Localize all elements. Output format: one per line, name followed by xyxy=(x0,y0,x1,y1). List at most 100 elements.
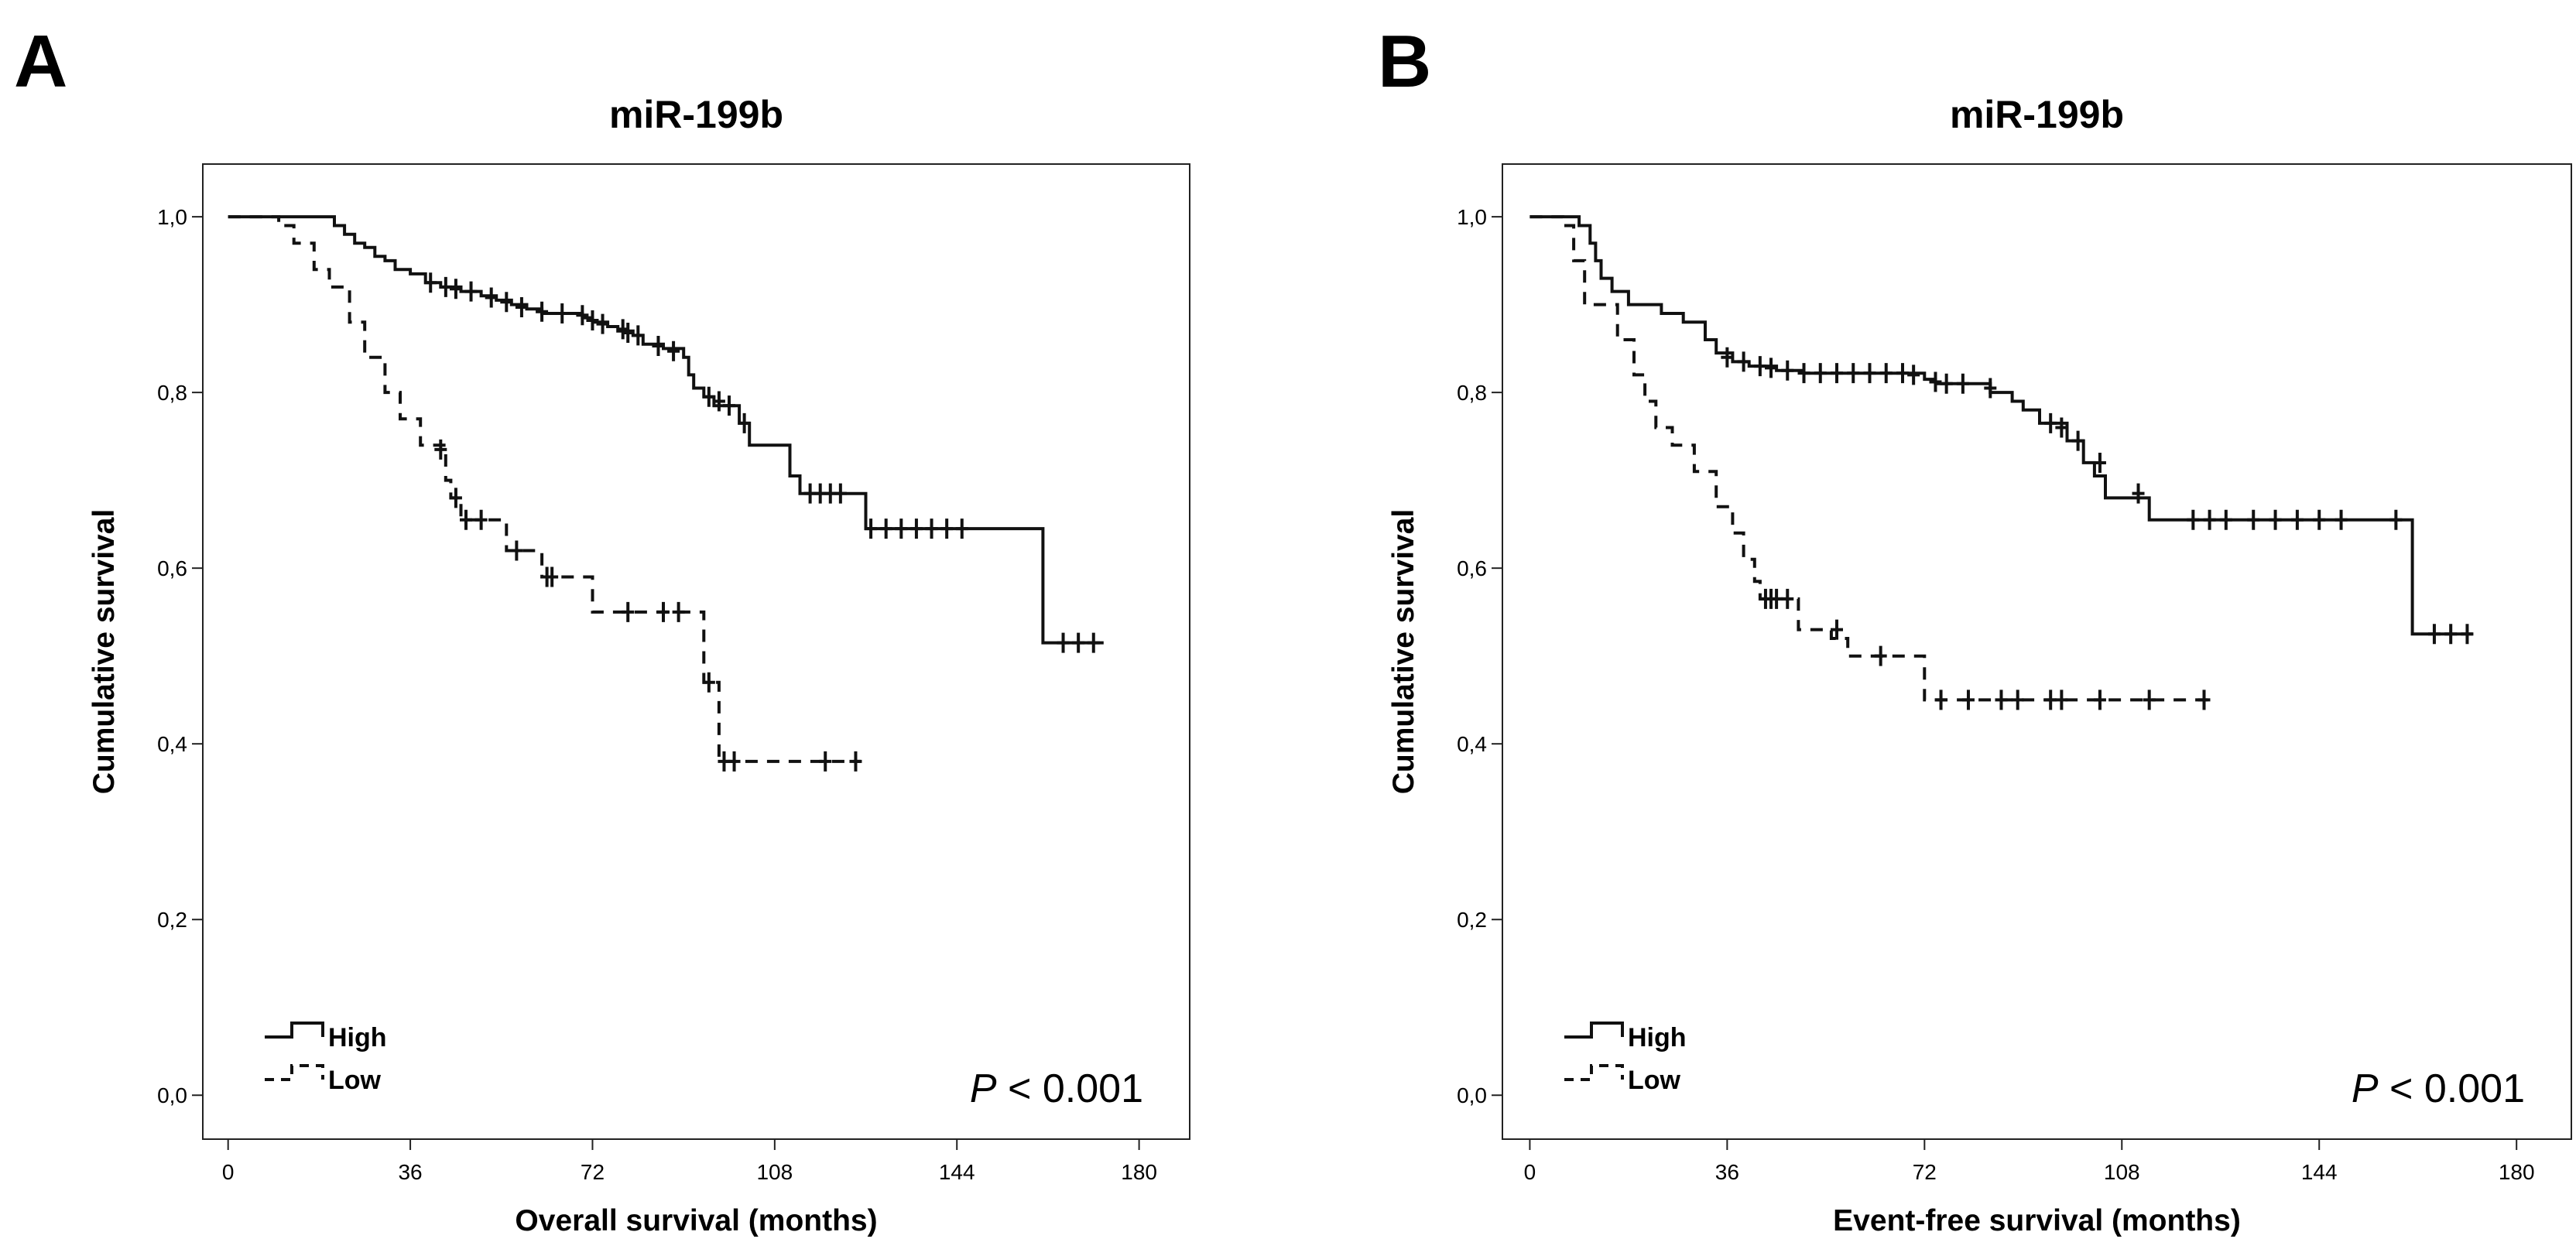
legend-swatch-high xyxy=(265,1022,324,1039)
censor-mark xyxy=(2313,509,2326,530)
censor-mark xyxy=(2093,690,2106,710)
censor-mark xyxy=(434,439,447,460)
y-tick-label: 0,8 xyxy=(157,381,187,405)
panel-letter: A xyxy=(14,20,67,103)
x-tick-label: 72 xyxy=(1913,1160,1937,1184)
censor-mark xyxy=(1831,363,1844,384)
p-value-symbol: P xyxy=(2352,1066,2379,1111)
censor-mark xyxy=(1929,371,1942,392)
legend-swatch-low xyxy=(265,1064,324,1081)
censor-mark xyxy=(667,341,680,361)
p-value-annotation: P < 0.001 xyxy=(970,1066,1143,1111)
censor-mark xyxy=(1940,373,1953,394)
censor-mark xyxy=(1847,363,1860,384)
x-tick-label: 36 xyxy=(398,1160,422,1184)
censor-mark xyxy=(460,509,472,530)
y-tick-label: 0,8 xyxy=(1457,381,1487,405)
x-tick-label: 108 xyxy=(2104,1160,2140,1184)
chart-title: miR-199b xyxy=(1950,93,2124,136)
censor-mark xyxy=(536,301,549,322)
censor-mark xyxy=(1874,645,1887,666)
y-tick-label: 0,2 xyxy=(157,908,187,932)
censor-mark xyxy=(510,540,523,561)
censor-mark xyxy=(1770,588,1783,609)
censor-mark xyxy=(738,412,751,433)
censor-mark xyxy=(819,751,832,772)
x-tick-label: 0 xyxy=(1524,1160,1536,1184)
censor-mark xyxy=(1797,363,1810,384)
p-value-annotation: P < 0.001 xyxy=(2352,1066,2525,1111)
censor-mark xyxy=(556,303,569,323)
censor-mark xyxy=(2334,509,2348,530)
censor-mark xyxy=(849,751,862,772)
legend-label-low: Low xyxy=(1628,1066,1681,1095)
y-tick-label: 1,0 xyxy=(1457,205,1487,229)
series-line-high xyxy=(228,215,1104,645)
censor-mark xyxy=(834,483,847,504)
plot-frame xyxy=(202,163,1190,1140)
censor-mark xyxy=(955,518,968,539)
x-tick-label: 0 xyxy=(222,1160,235,1184)
censor-mark xyxy=(576,305,589,326)
censor-mark xyxy=(1781,588,1794,609)
panel-letter: B xyxy=(1378,20,1431,103)
censor-mark xyxy=(723,395,735,416)
censor-mark xyxy=(632,325,645,346)
censor-mark xyxy=(2427,624,2441,645)
legend-swatch-low xyxy=(1564,1064,1624,1081)
censor-mark xyxy=(2044,690,2057,710)
censor-mark xyxy=(1737,351,1750,372)
censor-mark xyxy=(940,518,954,539)
censor-mark xyxy=(586,310,599,331)
censor-mark xyxy=(1984,378,1997,399)
censor-mark xyxy=(1721,347,1734,368)
y-tick-label: 0,4 xyxy=(1457,732,1487,756)
censor-mark xyxy=(2444,624,2458,645)
y-tick-label: 0,6 xyxy=(1457,556,1487,580)
censor-mark xyxy=(2461,624,2474,645)
censor-mark xyxy=(1072,632,1085,653)
x-tick-label: 180 xyxy=(1121,1160,1157,1184)
y-tick-label: 0,0 xyxy=(1457,1083,1487,1107)
censor-mark xyxy=(909,518,923,539)
censor-mark xyxy=(2143,690,2156,710)
censor-mark xyxy=(2389,509,2403,530)
censor-mark xyxy=(2055,417,2068,438)
censor-mark xyxy=(895,518,908,539)
censor-mark xyxy=(672,601,685,622)
censor-mark xyxy=(1765,358,1778,378)
censor-mark xyxy=(1087,632,1100,653)
x-tick-label: 144 xyxy=(2301,1160,2338,1184)
censor-mark xyxy=(925,518,938,539)
censor-mark xyxy=(2093,452,2106,473)
censor-mark xyxy=(2269,509,2282,530)
censor-mark xyxy=(596,313,609,334)
chart-title: miR-199b xyxy=(609,93,783,136)
censor-mark xyxy=(879,518,892,539)
censor-mark xyxy=(464,281,478,302)
y-axis-label: Cumulative survival xyxy=(87,509,121,794)
censor-mark xyxy=(1753,356,1766,377)
censor-mark xyxy=(439,276,452,297)
y-tick-label: 0,0 xyxy=(157,1083,187,1107)
x-tick-label: 36 xyxy=(1715,1160,1739,1184)
censor-mark xyxy=(2044,412,2057,433)
censor-mark xyxy=(728,751,741,772)
x-axis-label: Overall survival (months) xyxy=(515,1204,877,1237)
censor-mark xyxy=(622,322,635,343)
plot-frame xyxy=(1502,163,2572,1140)
censor-mark xyxy=(1995,690,2008,710)
censor-mark xyxy=(515,297,528,318)
censor-mark xyxy=(449,488,462,508)
x-tick-label: 180 xyxy=(2499,1160,2535,1184)
y-tick-label: 0,2 xyxy=(1457,908,1487,932)
censor-mark xyxy=(652,335,665,356)
censor-mark xyxy=(2187,509,2200,530)
legend-swatch-high xyxy=(1564,1022,1624,1039)
x-tick-label: 72 xyxy=(581,1160,605,1184)
censor-mark xyxy=(449,279,462,299)
y-tick-label: 0,6 xyxy=(157,556,187,580)
